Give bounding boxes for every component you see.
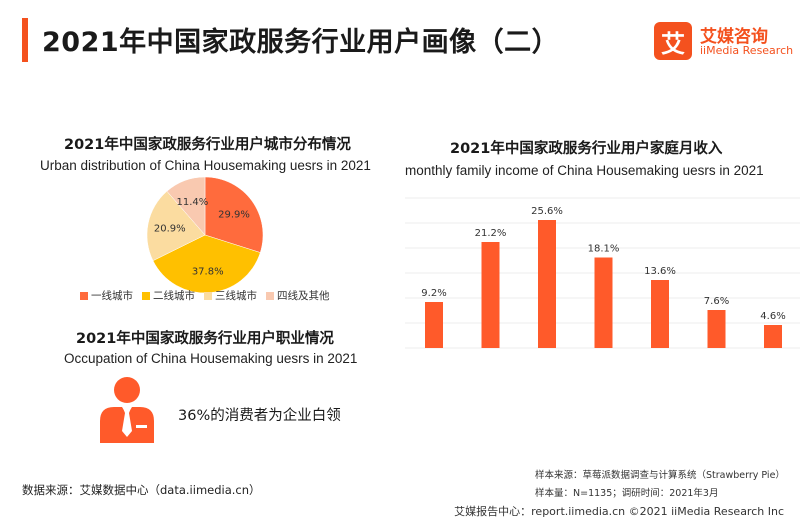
pie-slice-label-1: 29.9% bbox=[218, 209, 250, 220]
bar-title-cn: 2021年中国家政服务行业用户家庭月收入 bbox=[450, 141, 723, 157]
pie-slice-label-4: 11.4% bbox=[177, 197, 209, 208]
legend-item-3: 三线城市 bbox=[204, 288, 257, 303]
occupation-stat-text: 36%的消费者为企业白领 bbox=[178, 408, 341, 424]
income-bar-5 bbox=[651, 280, 669, 348]
footer-text: 艾媒报告中心：report.iimedia.cn ©2021 iiMedia R… bbox=[454, 505, 784, 518]
income-bar-2 bbox=[481, 242, 500, 348]
occupation-title-en: Occupation of China Housemaking uesrs in… bbox=[64, 351, 358, 366]
legend-swatch-3 bbox=[204, 291, 212, 300]
pie-title-cn: 2021年中国家政服务行业用户城市分布情况 bbox=[64, 137, 351, 153]
city-distribution-pie-chart: 29.9% 37.8% 20.9% 11.4% bbox=[146, 176, 264, 294]
legend-label-1: 一线城市 bbox=[91, 290, 133, 302]
brand-name-cn: 艾媒咨询 bbox=[700, 27, 768, 47]
title-accent-bar bbox=[22, 18, 28, 62]
data-source: 数据来源：艾媒数据中心（data.iimedia.cn） bbox=[22, 483, 261, 497]
income-bar-3 bbox=[538, 220, 556, 348]
income-bar-label-7: 4.6% bbox=[760, 311, 785, 322]
footer: 艾媒报告中心：report.iimedia.cn ©2021 iiMedia R… bbox=[0, 500, 800, 520]
legend-swatch-4 bbox=[266, 291, 274, 300]
brand-name-en: iiMedia Research bbox=[700, 44, 794, 57]
legend-swatch-2 bbox=[142, 291, 150, 300]
legend-item-4: 四线及其他 bbox=[266, 288, 330, 303]
income-bar-6 bbox=[707, 310, 726, 348]
person-icon bbox=[100, 377, 154, 443]
brand-logo: 艾 艾媒咨询 iiMedia Research bbox=[654, 22, 793, 62]
income-bar-1 bbox=[425, 302, 443, 348]
pie-slice-label-3: 20.9% bbox=[154, 223, 186, 234]
income-bar-label-5: 13.6% bbox=[644, 266, 676, 277]
pie-title-en: Urban distribution of China Housemaking … bbox=[40, 158, 371, 173]
legend-item-2: 二线城市 bbox=[142, 288, 195, 303]
occupation-title-cn: 2021年中国家政服务行业用户职业情况 bbox=[76, 331, 334, 347]
pie-slice-4 bbox=[166, 176, 206, 236]
legend-item-1: 一线城市 bbox=[80, 288, 133, 303]
income-bar-label-4: 18.1% bbox=[588, 244, 620, 255]
pie-legend: 一线城市 二线城市 三线城市 四线及其他 bbox=[80, 288, 330, 303]
legend-label-3: 三线城市 bbox=[215, 290, 257, 302]
legend-label-2: 二线城市 bbox=[153, 290, 195, 302]
income-bar-label-3: 25.6% bbox=[531, 206, 563, 217]
brand-mark: 艾 bbox=[654, 22, 692, 60]
income-bar-label-1: 9.2% bbox=[421, 288, 446, 299]
sample-source: 样本来源：草莓派数据调查与计算系统（Strawberry Pie） bbox=[535, 470, 785, 481]
pie-slice-label-2: 37.8% bbox=[192, 266, 224, 277]
bar-title-en: monthly family income of China Housemaki… bbox=[405, 163, 764, 178]
legend-swatch-1 bbox=[80, 291, 88, 300]
sample-info: 样本量：N=1135；调研时间：2021年3月 bbox=[535, 488, 719, 499]
income-bar-label-6: 7.6% bbox=[704, 296, 729, 307]
legend-label-4: 四线及其他 bbox=[277, 290, 330, 302]
income-bar-7 bbox=[764, 325, 782, 348]
income-bar-4 bbox=[594, 257, 613, 348]
pie-slice-1 bbox=[204, 176, 264, 253]
pie-slice-3 bbox=[146, 190, 206, 262]
income-bar-label-2: 21.2% bbox=[475, 228, 507, 239]
family-income-bar-chart: 9.2% 21.2% 25.6% 18.1% 13.6% 7.6% 4.6% bbox=[405, 197, 800, 349]
page-title: 2021年中国家政服务行业用户画像（二） bbox=[42, 27, 560, 58]
